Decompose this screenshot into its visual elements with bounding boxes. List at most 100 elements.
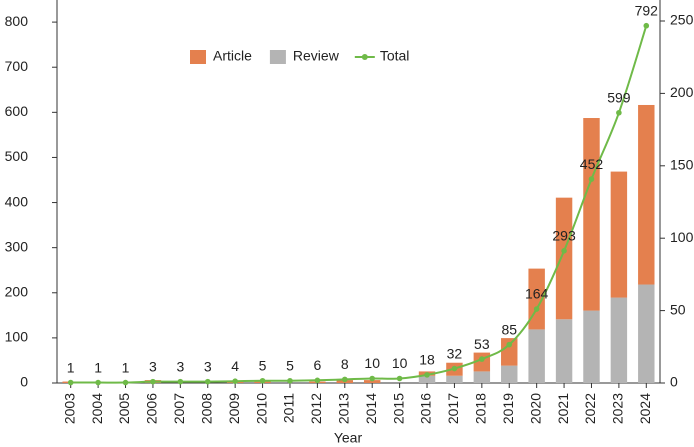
total-point <box>588 176 595 182</box>
x-tick-label: 2005 <box>116 393 132 424</box>
y-tick-label: 700 <box>5 58 29 74</box>
bar-segment <box>418 375 436 383</box>
x-tick-label: 2014 <box>363 393 379 424</box>
total-point <box>561 248 567 254</box>
y-tick-label: 200 <box>5 283 29 299</box>
total-point <box>150 378 156 385</box>
bar-segment <box>610 297 628 383</box>
x-tick-label: 2023 <box>610 393 626 424</box>
y2-tick-label: 0 <box>670 374 678 390</box>
bar-segment <box>446 375 463 383</box>
bar-segment <box>555 197 573 320</box>
data-label: 293 <box>552 228 576 244</box>
total-point <box>341 376 348 383</box>
bar-segment <box>473 371 491 383</box>
total-point <box>287 377 293 384</box>
x-tick-label: 2003 <box>61 393 77 424</box>
x-tick-label: 2024 <box>637 393 653 424</box>
bar-segment <box>528 329 545 383</box>
data-label: 8 <box>341 356 349 372</box>
legend-swatch <box>190 50 206 64</box>
x-tick-label: 2006 <box>144 393 160 424</box>
y2-tick-label: 200 <box>670 84 694 100</box>
x-tick-label: 2021 <box>555 393 571 424</box>
data-label: 452 <box>580 156 604 172</box>
data-label: 5 <box>259 357 267 373</box>
total-point <box>479 356 485 362</box>
data-label: 3 <box>149 358 157 374</box>
y-tick-label: 0 <box>20 374 28 390</box>
bar-segment <box>638 104 655 285</box>
total-point <box>396 375 403 382</box>
x-tick-label: 2017 <box>445 393 461 424</box>
data-label: 1 <box>122 359 130 375</box>
data-label: 5 <box>286 357 294 373</box>
data-label: 1 <box>67 359 75 375</box>
data-label: 792 <box>635 2 659 18</box>
total-point <box>533 306 540 312</box>
x-tick-label: 2015 <box>390 393 406 424</box>
x-tick-label: 2020 <box>527 393 543 424</box>
y-tick-label: 300 <box>5 238 29 254</box>
data-label: 6 <box>313 357 321 373</box>
total-point <box>259 377 266 384</box>
data-label: 1 <box>94 359 102 375</box>
legend-label: Review <box>293 48 340 64</box>
total-point <box>616 109 622 116</box>
y-tick-label: 400 <box>5 193 29 209</box>
data-label: 85 <box>501 321 517 337</box>
total-point <box>369 375 376 382</box>
y2-tick-label: 150 <box>670 157 694 173</box>
bar-segment <box>555 319 573 383</box>
x-tick-label: 2004 <box>89 393 105 424</box>
bar-segment <box>501 338 518 366</box>
total-line <box>70 25 648 384</box>
y2-tick-label: 50 <box>670 301 686 317</box>
bar-segment <box>583 118 600 311</box>
legend-swatch <box>361 54 368 60</box>
x-tick-label: 2011 <box>281 393 297 423</box>
total-point <box>506 341 513 348</box>
x-tick-label: 2007 <box>171 393 187 424</box>
total-point <box>204 378 211 385</box>
x-tick-label: 2013 <box>335 393 351 424</box>
bar-segment <box>363 380 381 383</box>
x-tick-label: 2010 <box>253 393 269 424</box>
total-point <box>451 365 458 372</box>
y-tick-label: 600 <box>5 103 29 119</box>
bar-segment <box>501 365 518 383</box>
data-label: 53 <box>474 336 490 352</box>
bar-segment <box>638 284 655 383</box>
x-tick-label: 2018 <box>473 393 489 424</box>
data-label: 164 <box>525 286 549 302</box>
legend-swatch <box>269 50 286 64</box>
data-label: 10 <box>364 355 380 371</box>
y-tick-label: 100 <box>5 329 29 345</box>
total-point <box>314 377 321 384</box>
x-axis-label: Year <box>334 430 363 446</box>
total-point <box>424 372 430 378</box>
data-label: 599 <box>607 89 631 105</box>
data-label: 18 <box>419 352 435 368</box>
y-tick-label: 500 <box>5 148 29 164</box>
x-tick-label: 2016 <box>418 393 434 424</box>
y2-tick-label: 250 <box>670 12 694 28</box>
total-point <box>95 379 101 386</box>
x-tick-label: 2008 <box>198 393 214 424</box>
data-label: 3 <box>204 358 212 374</box>
x-tick-label: 2022 <box>582 393 598 424</box>
data-label: 32 <box>447 345 463 361</box>
total-point <box>67 379 74 386</box>
bar-segment <box>583 310 600 383</box>
bar-segment <box>610 171 628 298</box>
total-point <box>643 22 650 29</box>
total-point <box>122 379 129 386</box>
x-tick-label: 2012 <box>308 393 324 424</box>
x-tick-label: 2019 <box>500 393 516 424</box>
legend-label: Article <box>213 48 252 64</box>
y-tick-label: 800 <box>5 13 29 29</box>
total-point <box>232 378 238 384</box>
data-label: 10 <box>392 355 408 371</box>
y2-tick-label: 100 <box>670 229 694 245</box>
